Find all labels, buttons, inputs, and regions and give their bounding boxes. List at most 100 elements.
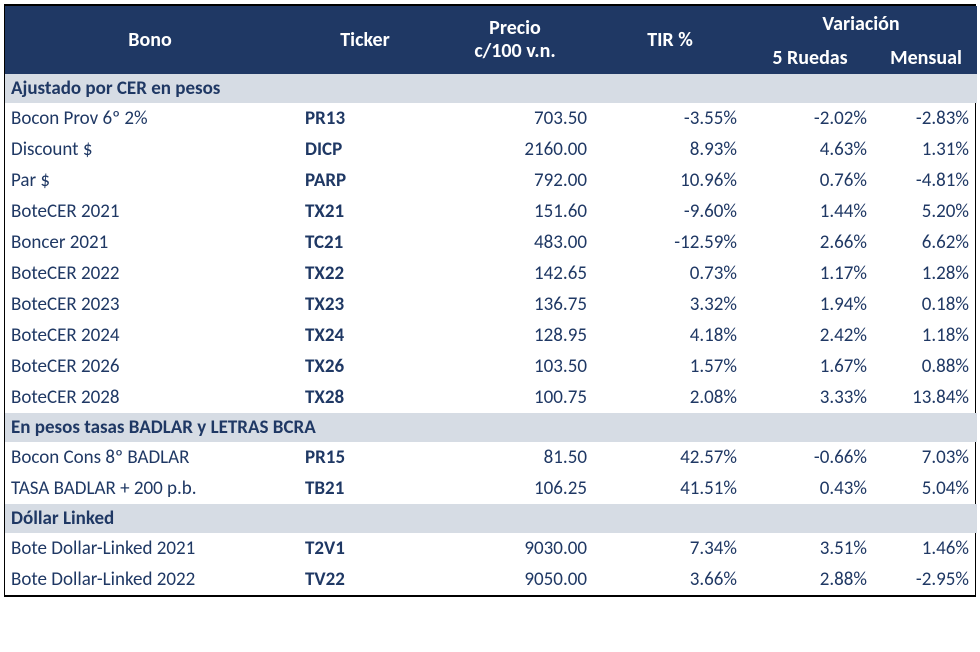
cell-tir: 7.34% xyxy=(595,533,745,564)
table-row: BoteCER 2022TX22142.650.73%1.17%1.28% xyxy=(5,258,977,289)
cell-precio: 81.50 xyxy=(435,442,595,473)
cell-tir: 10.96% xyxy=(595,165,745,196)
cell-var5: -2.02% xyxy=(745,103,875,134)
col-precio: Precio c/100 v.n. xyxy=(435,6,595,74)
col-var-mensual: Mensual xyxy=(875,42,977,74)
bonds-table-container: Bono Ticker Precio c/100 v.n. TIR % Vari… xyxy=(4,4,976,597)
cell-varm: 6.62% xyxy=(875,227,977,258)
cell-varm: -2.83% xyxy=(875,103,977,134)
cell-precio: 136.75 xyxy=(435,289,595,320)
table-header: Bono Ticker Precio c/100 v.n. TIR % Vari… xyxy=(5,6,977,74)
table-row: Bocon Cons 8º BADLARPR1581.5042.57%-0.66… xyxy=(5,442,977,473)
col-var-5ruedas: 5 Ruedas xyxy=(745,42,875,74)
cell-var5: 1.44% xyxy=(745,196,875,227)
section-title: Ajustado por CER en pesos xyxy=(5,74,977,103)
section-title: Dóllar Linked xyxy=(5,504,977,533)
cell-var5: 2.66% xyxy=(745,227,875,258)
cell-tir: 4.18% xyxy=(595,320,745,351)
cell-tir: 3.66% xyxy=(595,564,745,595)
cell-tir: 8.93% xyxy=(595,134,745,165)
cell-var5: 1.94% xyxy=(745,289,875,320)
cell-varm: 5.20% xyxy=(875,196,977,227)
cell-ticker: TV22 xyxy=(295,564,435,595)
col-precio-line2: c/100 v.n. xyxy=(443,40,587,63)
cell-precio: 703.50 xyxy=(435,103,595,134)
cell-varm: 1.31% xyxy=(875,134,977,165)
cell-var5: 3.51% xyxy=(745,533,875,564)
cell-bono: Bote Dollar-Linked 2021 xyxy=(5,533,295,564)
cell-varm: 5.04% xyxy=(875,473,977,504)
cell-bono: BoteCER 2028 xyxy=(5,382,295,413)
section-title: En pesos tasas BADLAR y LETRAS BCRA xyxy=(5,413,977,442)
bonds-table: Bono Ticker Precio c/100 v.n. TIR % Vari… xyxy=(5,6,977,595)
table-row: BoteCER 2024TX24128.954.18%2.42%1.18% xyxy=(5,320,977,351)
col-variacion: Variación xyxy=(745,6,977,42)
cell-ticker: TX26 xyxy=(295,351,435,382)
cell-precio: 151.60 xyxy=(435,196,595,227)
cell-precio: 106.25 xyxy=(435,473,595,504)
col-precio-line1: Precio xyxy=(443,17,587,40)
cell-ticker: TX21 xyxy=(295,196,435,227)
cell-tir: 3.32% xyxy=(595,289,745,320)
table-row: Boncer 2021TC21483.00-12.59%2.66%6.62% xyxy=(5,227,977,258)
cell-var5: 1.17% xyxy=(745,258,875,289)
cell-tir: 41.51% xyxy=(595,473,745,504)
cell-precio: 9050.00 xyxy=(435,564,595,595)
table-row: TASA BADLAR + 200 p.b.TB21106.2541.51%0.… xyxy=(5,473,977,504)
cell-varm: 1.28% xyxy=(875,258,977,289)
table-row: Bote Dollar-Linked 2022TV229050.003.66%2… xyxy=(5,564,977,595)
cell-ticker: TC21 xyxy=(295,227,435,258)
col-bono: Bono xyxy=(5,6,295,74)
cell-var5: 0.76% xyxy=(745,165,875,196)
cell-precio: 2160.00 xyxy=(435,134,595,165)
cell-var5: 1.67% xyxy=(745,351,875,382)
cell-varm: 0.18% xyxy=(875,289,977,320)
cell-varm: 1.18% xyxy=(875,320,977,351)
section-header: En pesos tasas BADLAR y LETRAS BCRA xyxy=(5,413,977,442)
cell-bono: BoteCER 2024 xyxy=(5,320,295,351)
cell-tir: -9.60% xyxy=(595,196,745,227)
table-row: Bote Dollar-Linked 2021T2V19030.007.34%3… xyxy=(5,533,977,564)
table-row: BoteCER 2028TX28100.752.08%3.33%13.84% xyxy=(5,382,977,413)
cell-tir: 1.57% xyxy=(595,351,745,382)
cell-varm: 0.88% xyxy=(875,351,977,382)
cell-bono: BoteCER 2021 xyxy=(5,196,295,227)
cell-bono: Par $ xyxy=(5,165,295,196)
table-row: Discount $DICP2160.008.93%4.63%1.31% xyxy=(5,134,977,165)
cell-tir: -12.59% xyxy=(595,227,745,258)
cell-ticker: TX23 xyxy=(295,289,435,320)
cell-ticker: PR15 xyxy=(295,442,435,473)
cell-varm: -4.81% xyxy=(875,165,977,196)
cell-ticker: PARP xyxy=(295,165,435,196)
cell-var5: 2.42% xyxy=(745,320,875,351)
cell-precio: 100.75 xyxy=(435,382,595,413)
cell-ticker: TX22 xyxy=(295,258,435,289)
cell-tir: 0.73% xyxy=(595,258,745,289)
cell-tir: -3.55% xyxy=(595,103,745,134)
cell-bono: Boncer 2021 xyxy=(5,227,295,258)
cell-varm: 1.46% xyxy=(875,533,977,564)
cell-bono: BoteCER 2023 xyxy=(5,289,295,320)
cell-bono: BoteCER 2022 xyxy=(5,258,295,289)
cell-ticker: T2V1 xyxy=(295,533,435,564)
cell-precio: 142.65 xyxy=(435,258,595,289)
cell-varm: 7.03% xyxy=(875,442,977,473)
cell-tir: 2.08% xyxy=(595,382,745,413)
cell-ticker: TB21 xyxy=(295,473,435,504)
table-body: Ajustado por CER en pesosBocon Prov 6º 2… xyxy=(5,74,977,595)
col-ticker: Ticker xyxy=(295,6,435,74)
cell-var5: 2.88% xyxy=(745,564,875,595)
cell-bono: Bote Dollar-Linked 2022 xyxy=(5,564,295,595)
cell-bono: TASA BADLAR + 200 p.b. xyxy=(5,473,295,504)
cell-var5: 0.43% xyxy=(745,473,875,504)
cell-ticker: TX24 xyxy=(295,320,435,351)
cell-varm: 13.84% xyxy=(875,382,977,413)
col-tir: TIR % xyxy=(595,6,745,74)
cell-var5: 3.33% xyxy=(745,382,875,413)
cell-precio: 483.00 xyxy=(435,227,595,258)
table-row: BoteCER 2023TX23136.753.32%1.94%0.18% xyxy=(5,289,977,320)
cell-bono: Bocon Prov 6º 2% xyxy=(5,103,295,134)
cell-precio: 128.95 xyxy=(435,320,595,351)
section-header: Ajustado por CER en pesos xyxy=(5,74,977,103)
cell-bono: Bocon Cons 8º BADLAR xyxy=(5,442,295,473)
